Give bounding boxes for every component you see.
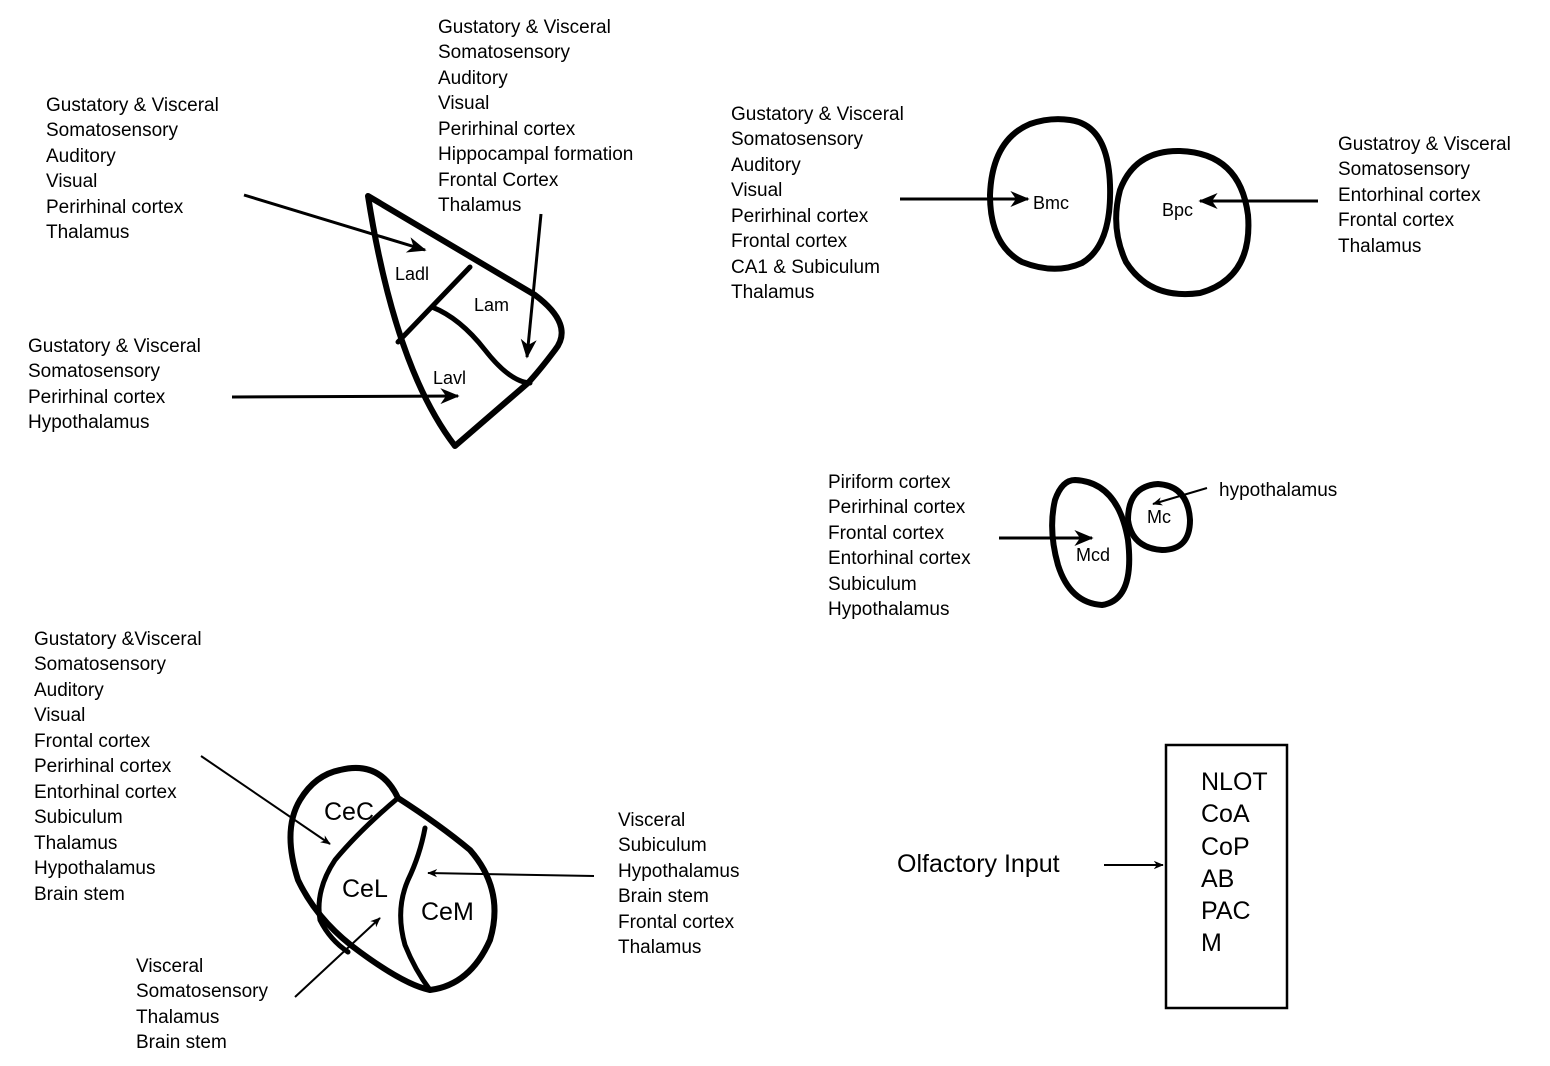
- cel-cem-divider: [398, 825, 433, 993]
- lam-input-arrow: [520, 213, 543, 359]
- cem-input-arrow: [427, 868, 595, 878]
- cec-input-arrow: [200, 755, 331, 845]
- cec-input-list: Gustatory &Visceral Somatosensory Audito…: [34, 629, 207, 905]
- central-nucleus: CeC CeL CeM Gustatory &Visceral Somatose…: [34, 629, 745, 1053]
- mc-input-list: hypothalamus: [1219, 480, 1337, 501]
- cec-cel-divider: [316, 795, 401, 955]
- cel-input-list: Visceral Somatosensory Thalamus Brain st…: [136, 956, 273, 1053]
- lavl-input-arrow: [231, 388, 460, 405]
- bmc-outline: [987, 116, 1114, 272]
- basal-nucleus: Bmc Bpc Gustatory & Visceral Somatosenso…: [731, 104, 1516, 303]
- bmc-input-list: Gustatory & Visceral Somatosensory Audit…: [731, 104, 909, 303]
- lateral-nucleus: Ladl Lam Lavl Gustatory & Visceral Somat…: [28, 17, 639, 449]
- cel-input-arrow: [294, 917, 381, 998]
- central-nucleus-outline: [287, 764, 498, 993]
- cem-label: CeM: [421, 898, 474, 926]
- mcd-label: Mcd: [1076, 545, 1110, 565]
- ladl-divider: [395, 264, 473, 345]
- olfactory-input-group: Olfactory Input NLOT CoA CoP AB PAC M: [897, 743, 1289, 1010]
- bmc-label: Bmc: [1033, 193, 1069, 213]
- lavl-label: Lavl: [433, 368, 466, 388]
- bpc-outline: [1113, 147, 1252, 297]
- ladl-input-list: Gustatory & Visceral Somatosensory Audit…: [46, 95, 224, 243]
- olfactory-input-label: Olfactory Input: [897, 850, 1060, 878]
- bpc-input-list: Gustatroy & Visceral Somatosensory Entor…: [1338, 134, 1516, 257]
- mc-label: Mc: [1147, 507, 1171, 527]
- lateral-nucleus-outline: [365, 193, 565, 449]
- mcd-input-list: Piriform cortex Perirhinal cortex Fronta…: [828, 472, 976, 620]
- lavl-input-list: Gustatory & Visceral Somatosensory Perir…: [28, 336, 206, 433]
- ladl-label: Ladl: [395, 264, 429, 284]
- mc-outline: [1125, 481, 1193, 553]
- cel-label: CeL: [342, 875, 388, 903]
- olfactory-targets-list: NLOT CoA CoP AB PAC M: [1201, 768, 1274, 957]
- bpc-label: Bpc: [1162, 200, 1193, 220]
- ladl-input-arrow: [243, 193, 427, 253]
- cem-input-list: Visceral Subiculum Hypothalamus Brain st…: [618, 810, 745, 958]
- medial-nucleus: Mcd Mc Piriform cortex Perirhinal cortex…: [828, 472, 1337, 620]
- lam-label: Lam: [474, 295, 509, 315]
- mcd-outline: [1049, 477, 1133, 608]
- mc-input-arrow: [1152, 487, 1208, 506]
- cec-label: CeC: [324, 798, 374, 826]
- lam-lavl-divider: [429, 304, 533, 386]
- lam-input-list: Gustatory & Visceral Somatosensory Audit…: [438, 17, 639, 216]
- olfactory-targets-box: [1164, 743, 1289, 1010]
